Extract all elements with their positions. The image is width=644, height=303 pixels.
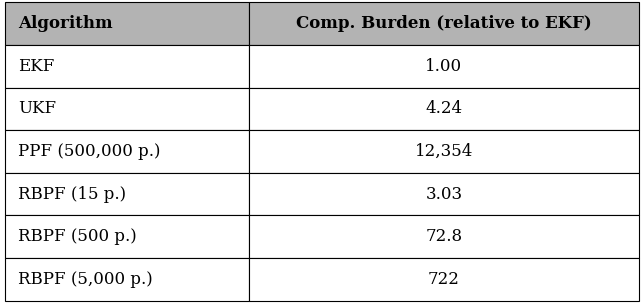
Text: EKF: EKF	[18, 58, 54, 75]
Bar	[5, 45, 249, 88]
Bar	[5, 173, 249, 215]
Bar	[5, 215, 249, 258]
Text: UKF: UKF	[18, 100, 56, 117]
Bar	[249, 215, 639, 258]
Text: 4.24: 4.24	[426, 100, 462, 117]
Bar	[5, 2, 249, 45]
Text: RBPF (15 p.): RBPF (15 p.)	[18, 186, 126, 203]
Bar	[5, 258, 249, 301]
Text: 72.8: 72.8	[426, 228, 462, 245]
Bar	[249, 88, 639, 130]
Bar	[249, 45, 639, 88]
Bar	[249, 130, 639, 173]
Text: 722: 722	[428, 271, 460, 288]
Bar	[5, 88, 249, 130]
Bar	[249, 173, 639, 215]
Bar	[249, 258, 639, 301]
Bar	[5, 130, 249, 173]
Text: 1.00: 1.00	[426, 58, 462, 75]
Text: RBPF (5,000 p.): RBPF (5,000 p.)	[18, 271, 153, 288]
Text: PPF (500,000 p.): PPF (500,000 p.)	[18, 143, 160, 160]
Text: RBPF (500 p.): RBPF (500 p.)	[18, 228, 137, 245]
Bar	[249, 2, 639, 45]
Text: Comp. Burden (relative to EKF): Comp. Burden (relative to EKF)	[296, 15, 592, 32]
Text: 12,354: 12,354	[415, 143, 473, 160]
Text: 3.03: 3.03	[426, 186, 462, 203]
Text: Algorithm: Algorithm	[18, 15, 113, 32]
